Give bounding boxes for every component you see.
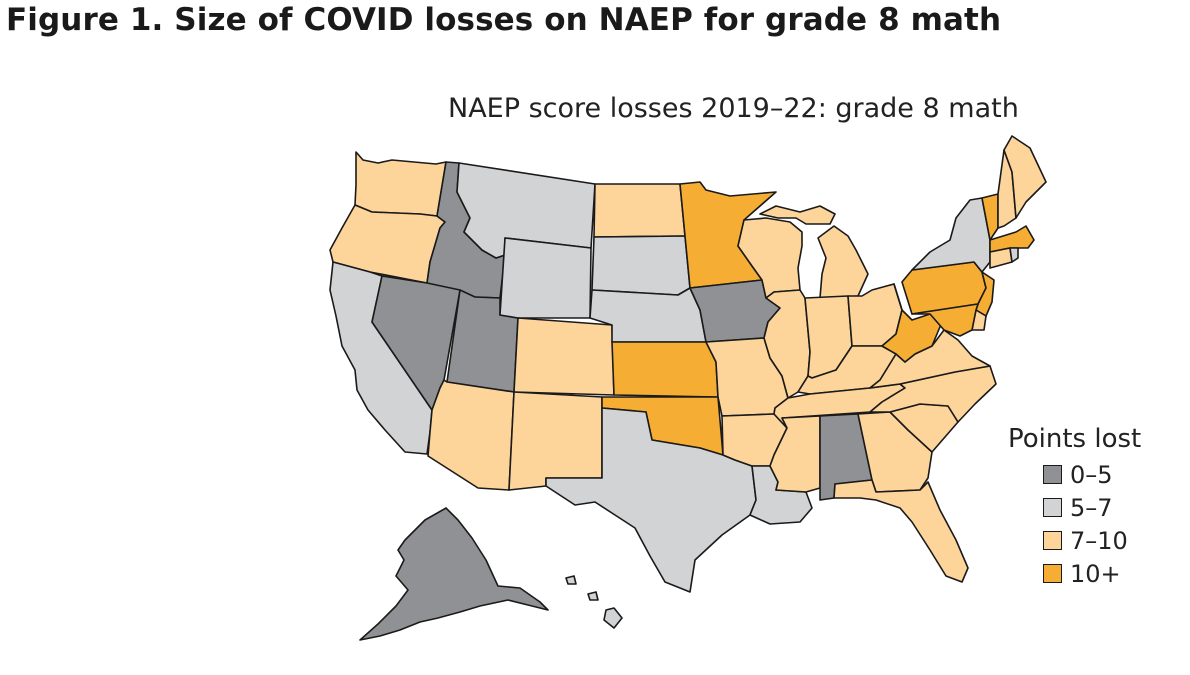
state-ak [359,507,549,641]
state-nd [593,183,686,238]
state-wa [354,151,447,217]
legend-swatch-10-plus [1043,564,1062,583]
state-hi-main [603,607,623,629]
legend-swatch-5-7 [1043,498,1062,517]
state-wy [499,237,592,319]
legend-title: Points lost [1008,424,1142,454]
state-az [427,379,515,491]
state-hi-maui [587,591,599,601]
map-title: NAEP score losses 2019–22: grade 8 math [448,93,1019,124]
legend-label: 7–10 [1070,526,1128,555]
state-wv [881,283,943,363]
legend-swatch-7-10 [1043,531,1062,550]
legend-items: 0–5 5–7 7–10 10+ [1043,458,1141,590]
legend-swatch-0-5 [1043,465,1062,484]
legend-label: 5–7 [1070,493,1113,522]
state-sd [591,235,691,296]
state-ct [989,247,1013,269]
legend-label: 10+ [1070,559,1121,588]
state-me [1003,135,1047,219]
state-co [513,317,615,396]
state-mt [456,162,596,259]
state-hi-oahu [565,575,577,585]
state-mi-upper [759,205,836,225]
state-tx [545,407,757,593]
state-nm [508,391,603,491]
state-ri [1009,247,1019,263]
legend-item: 0–5 [1043,458,1141,491]
state-ks [611,341,719,398]
state-fl [833,479,969,583]
legend-item: 5–7 [1043,491,1141,524]
state-mi-lower [817,225,869,299]
legend-label: 0–5 [1070,460,1113,489]
state-md [911,303,979,337]
state-ny [911,197,991,273]
figure-title: Figure 1. Size of COVID losses on NAEP f… [6,2,1002,38]
state-ms [769,415,821,493]
legend-item: 10+ [1043,557,1141,590]
legend: Points lost 0–5 5–7 7–10 10+ [1008,424,1141,590]
legend-item: 7–10 [1043,524,1141,557]
